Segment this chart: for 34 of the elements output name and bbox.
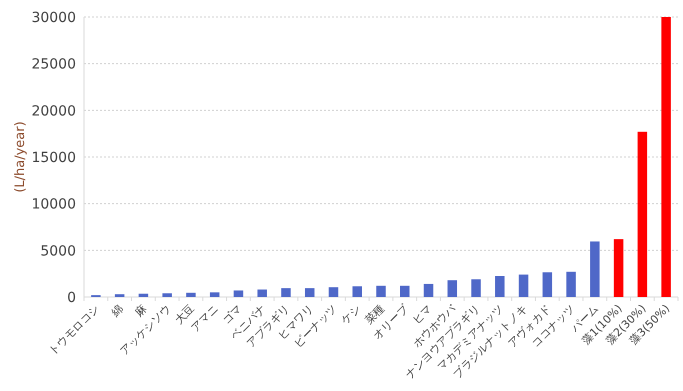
y-tick-label: 5000 — [40, 243, 76, 260]
bar — [234, 290, 244, 297]
y-axis-title: (L/ha/year) — [13, 121, 28, 193]
bar — [518, 274, 528, 297]
bar — [448, 280, 458, 297]
x-tick-label: 綿 — [108, 302, 126, 320]
bar — [328, 287, 338, 297]
bar — [304, 288, 314, 297]
y-tick-label: 15000 — [31, 150, 76, 166]
bar — [400, 286, 410, 297]
bar — [257, 290, 267, 297]
bar — [471, 279, 481, 297]
bar — [661, 17, 671, 297]
y-tick-label: 10000 — [31, 196, 76, 213]
bar — [186, 292, 196, 297]
y-tick-label: 30000 — [31, 10, 76, 26]
bar — [376, 286, 386, 297]
bar — [638, 132, 648, 297]
bar — [162, 293, 172, 297]
bar — [424, 284, 434, 297]
bar — [352, 286, 362, 297]
x-tick-label: ケシ — [338, 302, 364, 327]
bar — [281, 288, 291, 297]
y-tick-label: 20000 — [31, 103, 76, 120]
y-tick-label: 25000 — [31, 56, 76, 73]
bar — [614, 239, 624, 297]
bar — [590, 241, 600, 297]
bar — [566, 272, 576, 297]
x-tick-label: 麻 — [132, 302, 150, 319]
bar — [138, 294, 148, 297]
bar — [114, 294, 124, 297]
bar — [495, 276, 505, 297]
bar — [542, 272, 552, 297]
bar — [210, 292, 220, 297]
